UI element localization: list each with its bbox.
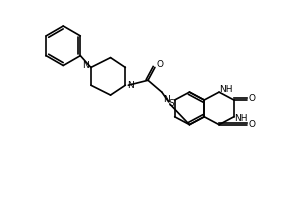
Text: S: S xyxy=(169,99,175,108)
Text: NH: NH xyxy=(234,114,247,123)
Text: O: O xyxy=(248,94,255,103)
Text: O: O xyxy=(248,120,255,129)
Text: N: N xyxy=(164,96,170,104)
Text: N: N xyxy=(127,81,134,90)
Text: O: O xyxy=(156,60,164,69)
Text: N: N xyxy=(82,61,89,70)
Text: NH: NH xyxy=(219,85,233,94)
